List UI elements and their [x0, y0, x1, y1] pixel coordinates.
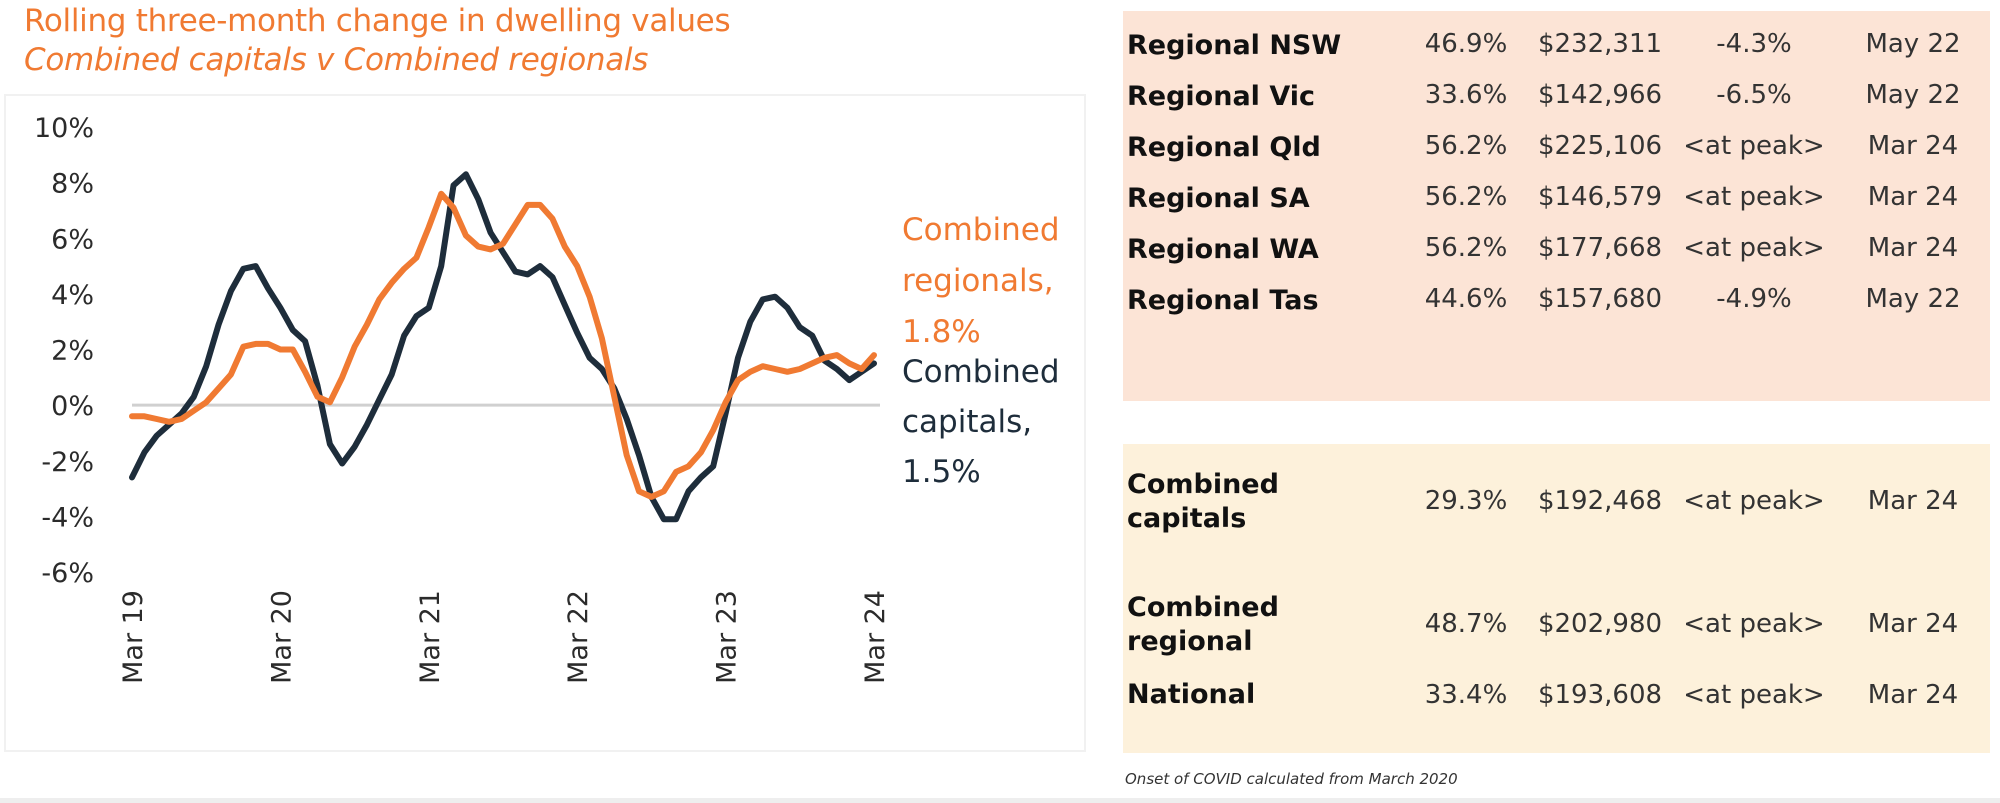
- chart-title: Rolling three-month change in dwelling v…: [24, 3, 731, 39]
- label-combined-regionals: regionals,: [902, 263, 1054, 299]
- y-tick-label: -6%: [41, 558, 94, 589]
- chart-subtitle: Combined capitals v Combined regionals: [24, 42, 649, 78]
- table-row: Regional SA 56.2% $146,579 <at peak> Mar 24: [1123, 174, 1990, 222]
- series-end-labels: Combined regionals, 1.8% Combined capitals, 1…: [902, 212, 1060, 490]
- growth-since-covid: 56.2%: [1424, 233, 1508, 263]
- growth-since-covid: 48.7%: [1424, 609, 1508, 639]
- change-from-peak: <at peak>: [1683, 233, 1825, 263]
- peak-date: May 22: [1865, 80, 1961, 110]
- x-tick-label: Mar 20: [266, 590, 297, 684]
- change-from-peak: -4.9%: [1716, 284, 1792, 314]
- y-tick-label: -2%: [41, 447, 94, 478]
- chart-title-block: Rolling three-month change in dwelling v…: [24, 2, 731, 80]
- region-name: Regional Tas: [1127, 285, 1319, 316]
- table-row: Regional WA 56.2% $177,668 <at peak> Mar 24: [1123, 225, 1990, 273]
- change-from-peak: -6.5%: [1716, 80, 1792, 110]
- x-tick-label: Mar 22: [563, 590, 594, 684]
- regional-table: Regional NSW 46.9% $232,311 -4.3% May 22 Regi…: [1123, 11, 1990, 401]
- growth-since-covid: 29.3%: [1424, 486, 1508, 516]
- growth-since-covid: 44.6%: [1424, 284, 1508, 314]
- region-name: National: [1127, 678, 1255, 712]
- change-from-peak: -4.3%: [1716, 29, 1792, 59]
- peak-date: Mar 24: [1867, 131, 1959, 161]
- label-combined-regionals: Combined: [902, 212, 1060, 248]
- region-name-line1: National: [1127, 679, 1256, 710]
- label-combined-capitals: 1.5%: [902, 454, 981, 490]
- value-change: $142,966: [1537, 80, 1663, 110]
- value-change: $225,106: [1537, 131, 1663, 161]
- change-from-peak: <at peak>: [1683, 131, 1825, 161]
- table-row: Regional Vic 33.6% $142,966 -6.5% May 22: [1123, 72, 1990, 120]
- change-from-peak: <at peak>: [1683, 486, 1825, 516]
- y-tick-label: 10%: [34, 113, 94, 144]
- table-row: Regional Tas 44.6% $157,680 -4.9% May 22: [1123, 276, 1990, 324]
- region-name: Combined regional: [1127, 591, 1279, 659]
- growth-since-covid: 33.4%: [1424, 680, 1508, 710]
- table-row: Regional Qld 56.2% $225,106 <at peak> Mar 24: [1123, 123, 1990, 171]
- y-tick-label: 2%: [51, 336, 94, 367]
- line-chart: 10% 8% 6% 4% 2% 0% -2% -4% -6% Mar 19 Mar 20 Mar 2…: [34, 113, 1060, 684]
- value-change: $232,311: [1537, 29, 1663, 59]
- label-combined-capitals: Combined: [902, 354, 1060, 390]
- growth-since-covid: 46.9%: [1424, 29, 1508, 59]
- value-change: $192,468: [1537, 486, 1663, 516]
- region-name-line1: Combined: [1127, 469, 1279, 500]
- change-from-peak: <at peak>: [1683, 609, 1825, 639]
- value-change: $202,980: [1537, 609, 1663, 639]
- value-change: $157,680: [1537, 284, 1663, 314]
- peak-date: Mar 24: [1867, 680, 1959, 710]
- x-axis-ticks: Mar 19 Mar 20 Mar 21 Mar 22 Mar 23 Mar 24: [118, 590, 891, 684]
- growth-since-covid: 33.6%: [1424, 80, 1508, 110]
- table-row: Regional NSW 46.9% $232,311 -4.3% May 22: [1123, 21, 1990, 69]
- series-line-combined-capitals: [129, 171, 877, 523]
- x-tick-label: Mar 21: [415, 590, 446, 684]
- peak-date: Mar 24: [1867, 182, 1959, 212]
- table-row: National 33.4% $193,608 <at peak> Mar 24: [1123, 674, 1990, 714]
- series-line-combined-regionals: [129, 190, 877, 500]
- region-name-line2: regional: [1127, 626, 1253, 657]
- chart-panel: 10% 8% 6% 4% 2% 0% -2% -4% -6% Mar 19 Mar 20 Mar 2…: [4, 94, 1086, 752]
- region-name: Regional Qld: [1127, 132, 1321, 163]
- bottom-divider: [0, 798, 2000, 803]
- table-row: Combined regional 48.7% $202,980 <at peak> Ma…: [1123, 589, 1990, 661]
- value-change: $177,668: [1537, 233, 1663, 263]
- label-combined-regionals: 1.8%: [902, 314, 981, 350]
- region-name: Regional WA: [1127, 234, 1319, 265]
- peak-date: May 22: [1865, 284, 1961, 314]
- x-tick-label: Mar 23: [712, 590, 743, 684]
- footnote: Onset of COVID calculated from March 202…: [1125, 770, 1458, 788]
- y-tick-label: 6%: [51, 224, 94, 255]
- region-name-line1: Combined: [1127, 592, 1279, 623]
- peak-date: May 22: [1865, 29, 1961, 59]
- label-combined-capitals: capitals,: [902, 404, 1032, 440]
- x-tick-label: Mar 19: [118, 590, 149, 684]
- combined-table: Combined capitals 29.3% $192,468 <at peak> Ma…: [1123, 444, 1990, 753]
- y-tick-label: 4%: [51, 280, 94, 311]
- growth-since-covid: 56.2%: [1424, 182, 1508, 212]
- peak-date: Mar 24: [1867, 609, 1959, 639]
- y-tick-label: 8%: [51, 169, 94, 200]
- y-axis-ticks: 10% 8% 6% 4% 2% 0% -2% -4% -6%: [34, 113, 94, 589]
- growth-since-covid: 56.2%: [1424, 131, 1508, 161]
- region-name: Regional Vic: [1127, 81, 1316, 112]
- table-row: Combined capitals 29.3% $192,468 <at peak> Ma…: [1123, 466, 1990, 538]
- change-from-peak: <at peak>: [1683, 680, 1825, 710]
- peak-date: Mar 24: [1867, 486, 1959, 516]
- change-from-peak: <at peak>: [1683, 182, 1825, 212]
- region-name-line2: capitals: [1127, 503, 1247, 534]
- x-tick-label: Mar 24: [860, 590, 891, 684]
- y-tick-label: 0%: [51, 391, 94, 422]
- series-lines: [129, 171, 877, 523]
- region-name: Regional NSW: [1127, 30, 1342, 61]
- region-name: Regional SA: [1127, 183, 1310, 214]
- value-change: $193,608: [1537, 680, 1663, 710]
- value-change: $146,579: [1537, 182, 1663, 212]
- region-name: Combined capitals: [1127, 468, 1279, 536]
- y-tick-label: -4%: [41, 502, 94, 533]
- peak-date: Mar 24: [1867, 233, 1959, 263]
